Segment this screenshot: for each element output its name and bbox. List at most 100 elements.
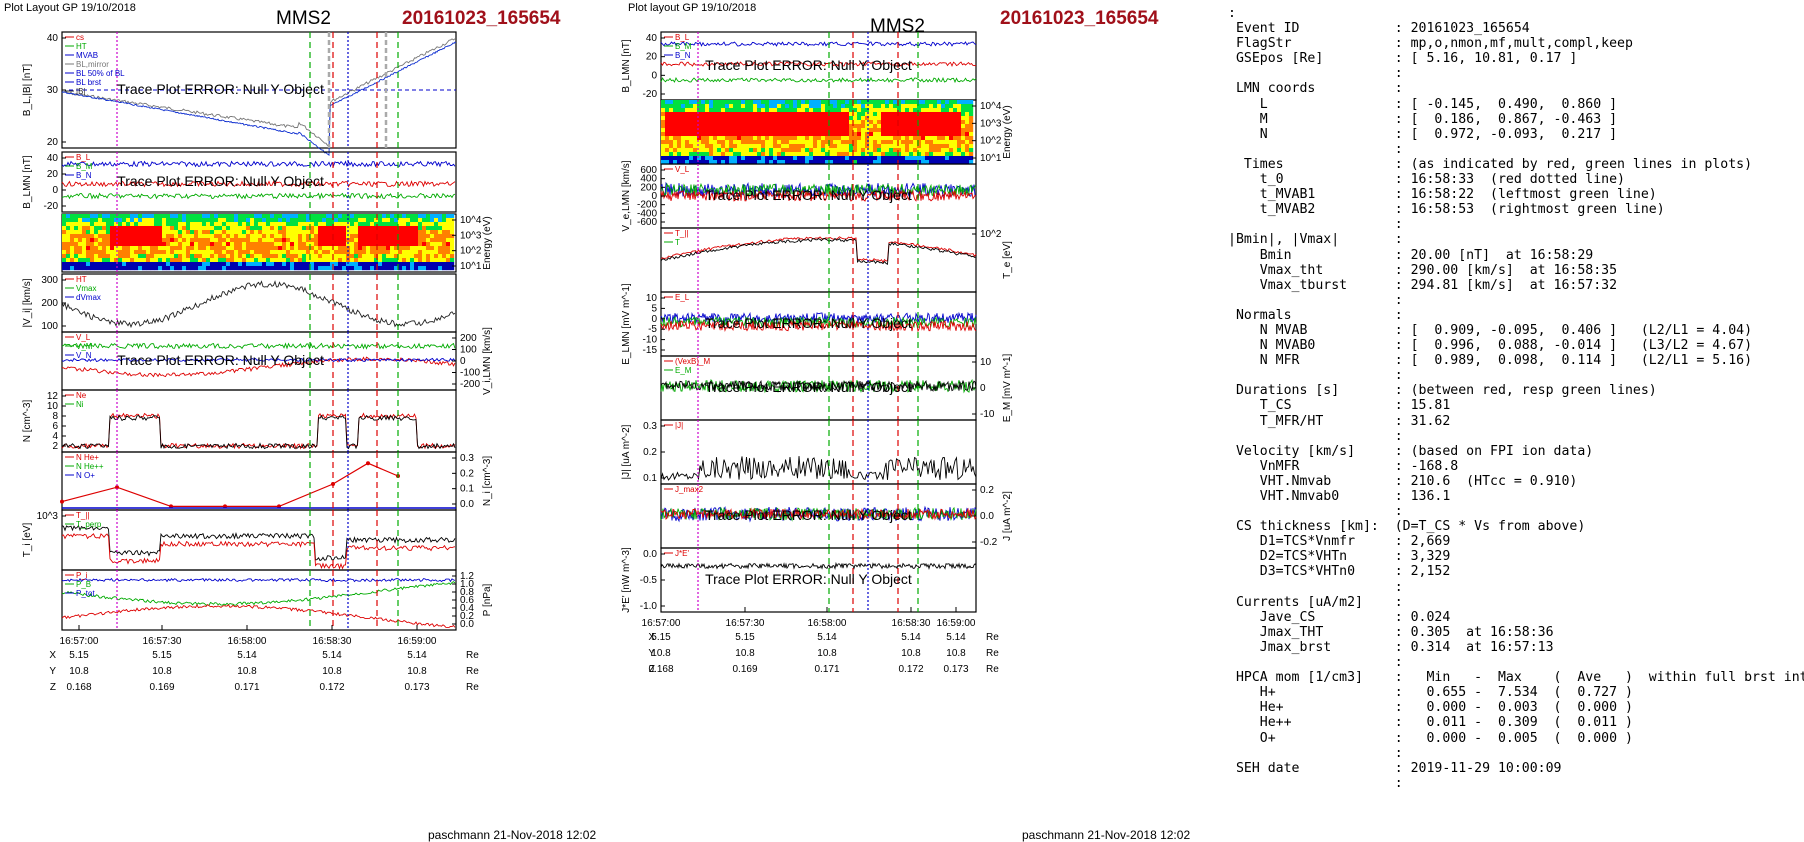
ion-spectrogram-cell bbox=[158, 234, 163, 239]
ion-spectrogram-cell bbox=[218, 222, 223, 227]
electron-spectrogram-cell bbox=[741, 136, 746, 141]
ion-spectrogram-cell bbox=[246, 226, 251, 231]
ion-spectrogram-cell bbox=[294, 262, 299, 267]
ion-spectrogram-cell bbox=[346, 238, 351, 243]
ion-spectrogram-cell bbox=[438, 238, 443, 243]
electron-spectrogram-cell bbox=[789, 128, 794, 133]
electron-spectrogram-cell bbox=[817, 144, 822, 149]
ion-spectrogram-cell bbox=[206, 266, 211, 271]
ion-spectrogram-cell bbox=[246, 238, 251, 243]
ion-spectrogram-cell bbox=[414, 262, 419, 267]
electron-spectrogram-cell bbox=[713, 144, 718, 149]
ion-spectrogram-cell bbox=[366, 218, 371, 223]
electron-spectrogram-cell bbox=[725, 108, 730, 113]
bn-comp bbox=[660, 76, 977, 84]
ion-spectrogram-cell bbox=[354, 218, 359, 223]
electron-spectrogram-cell bbox=[697, 156, 702, 161]
ion-spectrogram-cell bbox=[138, 234, 143, 239]
ion-spectrogram-cell bbox=[178, 254, 183, 259]
electron-spectrogram-cell bbox=[909, 136, 914, 141]
electron-spectrogram-cell bbox=[921, 128, 926, 133]
ion-spectrogram-cell bbox=[350, 230, 355, 235]
coord-row-label: X bbox=[648, 632, 655, 643]
electron-spectrogram-cell bbox=[905, 140, 910, 145]
ion-spectrogram-cell bbox=[214, 226, 219, 231]
ion-spectrogram-cell bbox=[322, 234, 327, 239]
ion-spectrogram-cell bbox=[226, 262, 231, 267]
electron-spectrogram-cell bbox=[877, 156, 882, 161]
electron-spectrogram-cell bbox=[797, 116, 802, 121]
ion-spectrogram-cell bbox=[318, 246, 323, 251]
legend-entry: T_|| bbox=[76, 511, 90, 520]
ion-spectrogram-cell bbox=[370, 242, 375, 247]
ion-spectrogram-cell bbox=[94, 230, 99, 235]
ion-spectrogram-cell bbox=[174, 214, 179, 219]
ion-spectrogram-cell bbox=[66, 262, 71, 267]
electron-spectrogram-cell bbox=[857, 144, 862, 149]
y-tick-label: 10^3 bbox=[37, 511, 59, 522]
electron-spectrogram-cell bbox=[677, 104, 682, 109]
ion-spectrogram-cell bbox=[110, 266, 115, 271]
electron-spectrogram-cell bbox=[945, 148, 950, 153]
electron-spectrogram-cell bbox=[901, 104, 906, 109]
ion-spectrogram-cell bbox=[310, 250, 315, 255]
ion-spectrogram-cell bbox=[210, 258, 215, 263]
electron-spectrogram-cell bbox=[949, 112, 954, 117]
electron-spectrogram-cell bbox=[893, 160, 898, 165]
electron-spectrogram-cell bbox=[961, 108, 966, 113]
ion-spectrogram-cell bbox=[298, 226, 303, 231]
ion-spectrogram-cell bbox=[326, 242, 331, 247]
electron-spectrogram-cell bbox=[805, 100, 810, 105]
electron-spectrogram-cell bbox=[789, 140, 794, 145]
electron-spectrogram-cell bbox=[773, 116, 778, 121]
electron-spectrogram-cell bbox=[865, 132, 870, 137]
ion-spectrogram-cell bbox=[86, 254, 91, 259]
electron-spectrogram-cell bbox=[813, 108, 818, 113]
ion-spectrogram-cell bbox=[186, 266, 191, 271]
ion-spectrogram-cell bbox=[254, 214, 259, 219]
electron-spectrogram-cell bbox=[837, 136, 842, 141]
electron-spectrogram-cell bbox=[753, 100, 758, 105]
ion-spectrogram-cell bbox=[94, 250, 99, 255]
ion-spectrogram-cell bbox=[210, 254, 215, 259]
ion-spectrogram-cell bbox=[254, 246, 259, 251]
electron-spectrogram-cell bbox=[673, 100, 678, 105]
electron-spectrogram-cell bbox=[737, 140, 742, 145]
ion-spectrogram-cell bbox=[146, 266, 151, 271]
ion-spectrogram-cell bbox=[262, 254, 267, 259]
electron-spectrogram-cell bbox=[713, 148, 718, 153]
electron-spectrogram-cell bbox=[913, 112, 918, 117]
electron-spectrogram-cell bbox=[761, 116, 766, 121]
ion-spectrogram-cell bbox=[366, 222, 371, 227]
y-axis-label: E_LMN [mV m^-1] bbox=[621, 283, 632, 365]
ion-spectrogram-cell bbox=[374, 246, 379, 251]
bl-comp bbox=[660, 41, 977, 47]
electron-spectrogram-cell bbox=[721, 136, 726, 141]
electron-spectrogram-cell bbox=[841, 140, 846, 145]
electron-spectrogram-cell bbox=[841, 120, 846, 125]
ion-spectrogram-cell bbox=[314, 254, 319, 259]
ion-spectrogram-cell bbox=[306, 238, 311, 243]
ion-spectrogram-cell bbox=[138, 266, 143, 271]
electron-spectrogram-cell bbox=[873, 124, 878, 129]
ion-spectrogram-cell bbox=[258, 234, 263, 239]
electron-spectrogram-cell bbox=[853, 152, 858, 157]
electron-spectrogram-cell bbox=[725, 116, 730, 121]
ion-spectrogram-cell bbox=[222, 246, 227, 251]
electron-spectrogram-cell bbox=[705, 124, 710, 129]
electron-spectrogram-cell bbox=[701, 112, 706, 117]
ion-spectrogram-cell bbox=[158, 250, 163, 255]
electron-spectrogram-cell bbox=[857, 148, 862, 153]
electron-spectrogram-cell bbox=[749, 156, 754, 161]
ion-spectrogram-cell bbox=[130, 238, 135, 243]
ion-spectrogram-cell bbox=[198, 238, 203, 243]
electron-spectrogram-cell bbox=[877, 140, 882, 145]
ion-spectrogram-cell bbox=[442, 218, 447, 223]
electron-spectrogram-cell bbox=[937, 160, 942, 165]
electron-spectrogram-cell bbox=[773, 152, 778, 157]
ion-spectrogram-cell bbox=[186, 218, 191, 223]
info-line: : bbox=[1228, 579, 1403, 595]
y-tick-label: 0.1 bbox=[460, 484, 474, 495]
plot-error-message: Trace Plot ERROR: Null Y Object bbox=[117, 173, 324, 189]
electron-spectrogram-cell bbox=[757, 108, 762, 113]
